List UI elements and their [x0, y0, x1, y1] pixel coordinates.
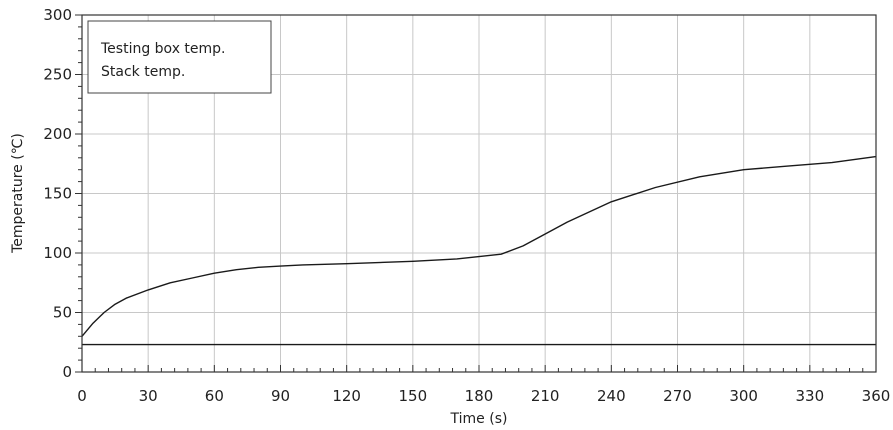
legend-box: [87, 20, 272, 94]
x-tick-label: 120: [332, 387, 361, 405]
x-axis-title: Time (s): [450, 411, 508, 427]
y-axis-title: Temperature (℃): [10, 133, 26, 254]
x-tick-label: 60: [205, 387, 224, 405]
legend-entry-stack: Stack temp.: [101, 64, 185, 80]
y-tick-label: 250: [43, 66, 72, 84]
x-tick-label: 0: [77, 387, 87, 405]
y-tick-label: 200: [43, 125, 72, 143]
x-tick-label: 300: [729, 387, 758, 405]
x-tick-label: 360: [862, 387, 891, 405]
y-tick-label: 100: [43, 244, 72, 262]
y-tick-label: 0: [62, 363, 72, 381]
y-tick-label: 50: [53, 304, 72, 322]
x-tick-label: 240: [597, 387, 626, 405]
axes: 0 30 60 90 120 150 180 210 240 270 300 330 360 0 50 100…: [43, 6, 890, 405]
x-tick-label: 90: [271, 387, 290, 405]
series-line-testing-box-temp: [81, 155, 877, 337]
y-tick-label: 300: [43, 6, 72, 24]
x-tick-label: 210: [531, 387, 560, 405]
legend: Testing box temp. Stack temp.: [87, 20, 272, 94]
x-tick-label: 330: [796, 387, 825, 405]
x-tick-label: 270: [663, 387, 692, 405]
x-tick-label: 180: [465, 387, 494, 405]
y-tick-label: 150: [43, 185, 72, 203]
x-tick-label: 30: [139, 387, 158, 405]
x-tick-label: 150: [399, 387, 428, 405]
series-layer: [81, 155, 877, 346]
legend-entry-testing-box: Testing box temp.: [100, 41, 226, 57]
